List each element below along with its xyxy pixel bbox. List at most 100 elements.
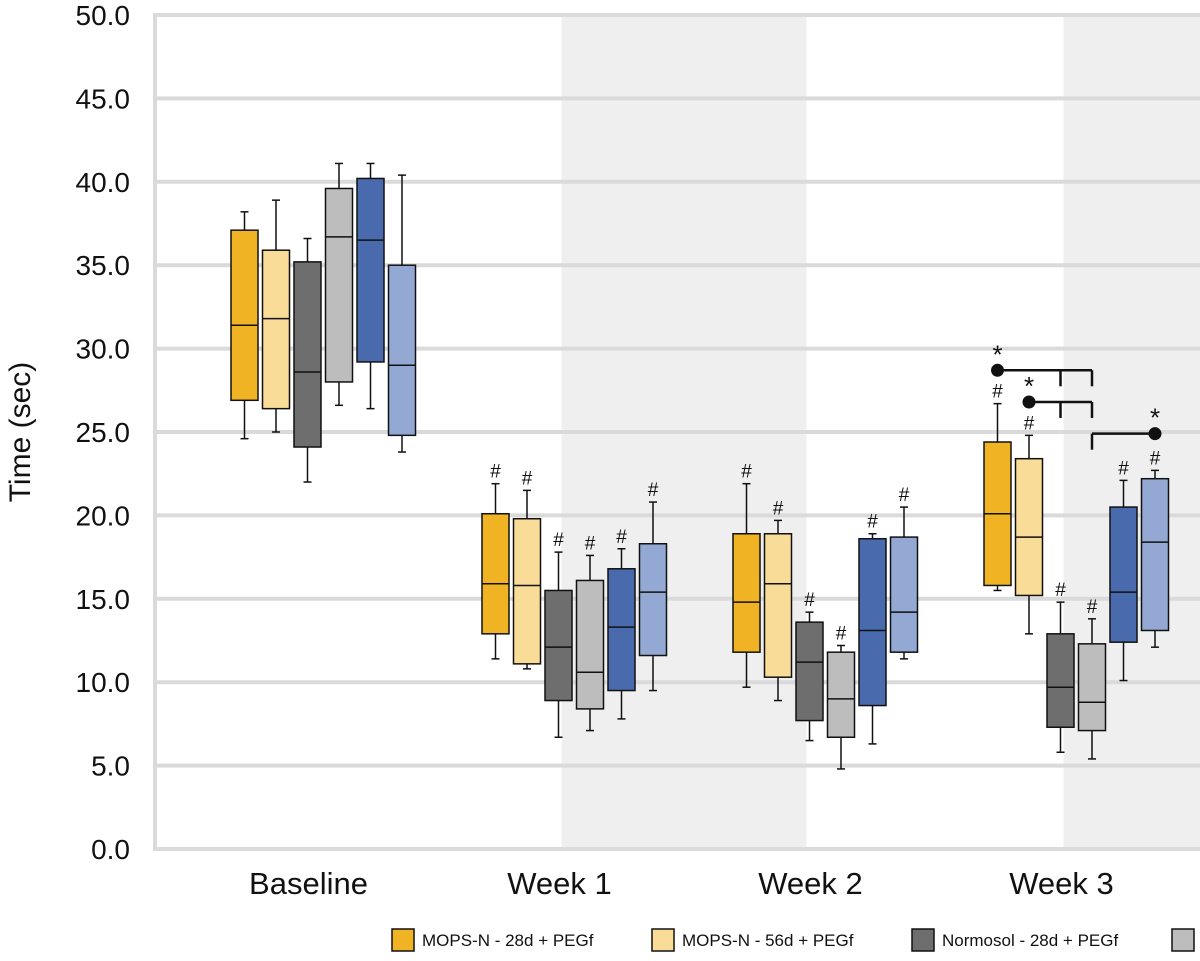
box-week-2-s4: # [826,624,856,770]
significance-hash: # [867,512,878,533]
significance-hash: # [741,462,752,483]
significance-hash: # [992,382,1003,403]
legend-item: Normosol - 28d + PEGf [911,928,1118,952]
box-week-3-s4: # [1077,597,1107,760]
box-body [356,177,385,363]
category-label: Week 3 [1009,866,1114,901]
box-baseline-s2 [261,199,291,433]
box-body [230,229,259,402]
legend-label: MOPS-N - 28d + PEGf [422,931,594,950]
significance-hash: # [616,527,627,548]
legend-swatch [911,928,935,952]
box-body [1109,506,1138,643]
box-body [1014,457,1044,597]
significance-hash: # [1024,413,1035,434]
y-tick-label: 0.0 [91,834,130,865]
box-body [607,568,636,692]
significance-hash: # [585,533,596,554]
box-body [544,589,573,702]
bracket-dot [991,363,1004,377]
legend: MOPS-N - 28d + PEGf MOPS-N - 56d + PEGf No… [391,928,1195,952]
y-tick-label: 45.0 [76,83,131,114]
box-body [387,264,417,437]
box-week-2-s5: # [858,512,887,745]
significance-hash: # [1087,597,1098,618]
legend-item: MOPS-N - 28d + PEGf [391,928,594,952]
significance-hash: # [553,530,564,551]
box-week-2-s3: # [795,590,824,742]
box-week-3-s2: # [1014,413,1044,635]
box-body [575,579,605,710]
box-week-3-s3: # [1046,580,1075,754]
significance-hash: # [1055,580,1066,601]
significance-hash: # [1118,458,1129,479]
box-week-1-s5: # [607,527,636,720]
category-label: Week 2 [758,866,863,901]
box-body [293,261,322,448]
box-week-2-s6: # [889,485,919,660]
box-body [512,517,542,665]
y-tick-label: 40.0 [76,167,131,198]
significance-bracket: * [1090,403,1162,450]
box-body [858,538,887,707]
box-body [889,536,919,653]
y-tick-label: 20.0 [76,500,131,531]
box-week-1-s1: # [481,462,510,660]
box-baseline-s4 [324,162,354,407]
significance-hash: # [1150,448,1161,469]
significance-hash: # [773,498,784,519]
significance-hash: # [648,480,659,501]
legend-swatch [391,928,415,952]
bracket-dot [1148,427,1162,441]
box-week-1-s2: # [512,468,542,670]
box-baseline-s3 [293,237,322,483]
y-axis: 0.0 5.0 10.0 15.0 20.0 25.0 30.0 35.0 40.0 45.0 50… [76,0,157,865]
box-body [638,543,668,657]
legend-swatch [651,928,675,952]
y-tick-label: 10.0 [76,667,131,698]
significance-star: * [992,339,1002,369]
significance-bracket: * [1022,371,1094,418]
category-label: Week 1 [507,866,612,901]
box-body [1077,643,1107,732]
y-tick-label: 30.0 [76,334,131,365]
box-baseline-s1 [230,211,259,440]
significance-hash: # [490,462,501,483]
y-axis-title: Time (sec) [4,362,37,503]
box-week-2-s2: # [763,498,793,702]
box-body [261,249,291,410]
box-body [795,621,824,722]
box-baseline-s5 [356,162,385,410]
significance-star: * [1024,371,1034,401]
y-tick-label: 5.0 [91,751,130,782]
category-labels: Baseline Week 1 Week 2 Week 3 [249,866,1114,901]
box-week-3-s5: # [1109,458,1138,682]
significance-hash: # [804,590,815,611]
y-tick-label: 35.0 [76,250,131,281]
significance-hash: # [522,468,533,489]
significance-hash: # [899,485,910,506]
category-label: Baseline [249,866,368,901]
box-body [324,187,354,383]
box-body [1046,633,1075,728]
box-week-1-s3: # [544,530,573,738]
box-body [826,651,856,738]
box-body [763,532,793,678]
significance-bracket: * [991,339,1094,387]
boxes: # # # # # # # # # # # # # # # # # # [230,162,1170,770]
legend-item [1171,928,1195,952]
legend-label: MOPS-N - 56d + PEGf [682,931,854,950]
significance-star: * [1150,403,1160,433]
box-week-3-s1: # [983,382,1012,592]
annotations: * * * [991,339,1162,450]
box-body [1140,477,1170,632]
box-week-1-s4: # [575,533,605,732]
legend-label: Normosol - 28d + PEGf [942,931,1118,950]
significance-hash: # [836,624,847,645]
box-body [732,532,761,653]
box-week-3-s6: # [1140,448,1170,648]
bracket-dot [1022,395,1036,409]
y-tick-label: 50.0 [76,0,131,31]
legend-item: MOPS-N - 56d + PEGf [651,928,854,952]
